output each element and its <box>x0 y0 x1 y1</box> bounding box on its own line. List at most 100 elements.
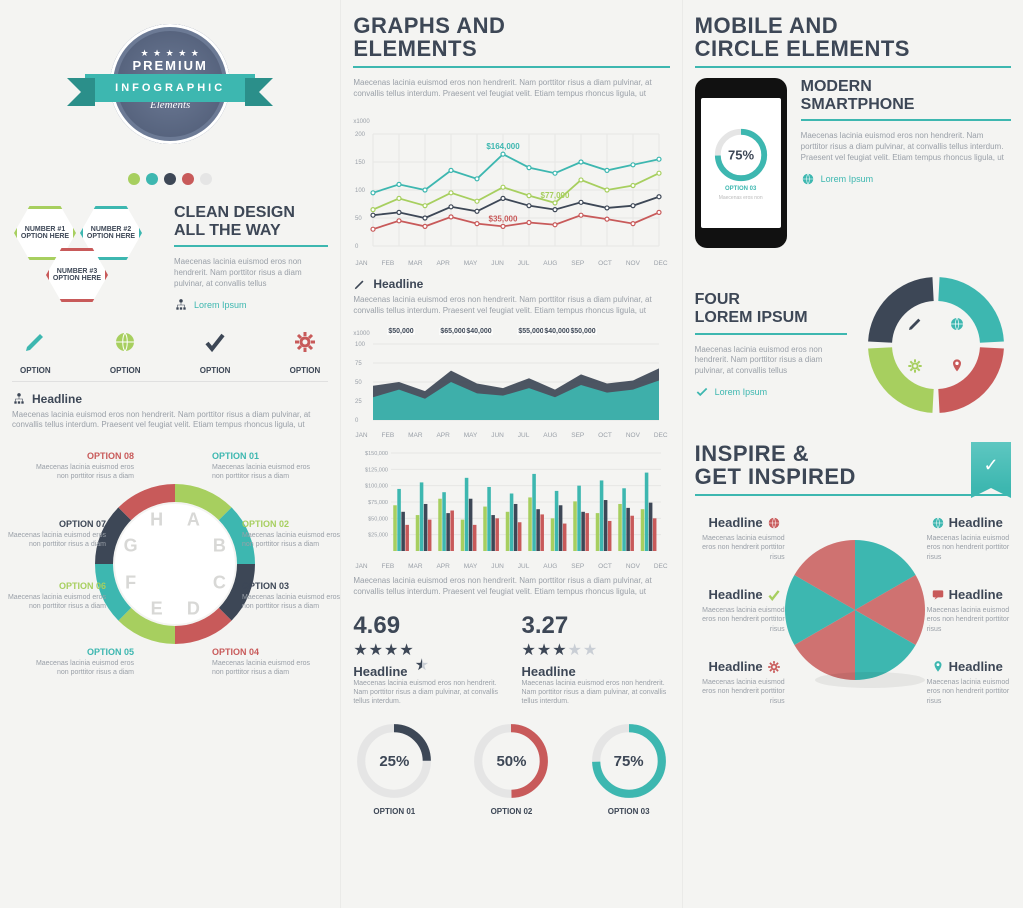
pencil-icon <box>23 330 47 354</box>
check-icon <box>695 385 709 399</box>
svg-text:0: 0 <box>355 418 359 424</box>
headline-body: Maecenas lacinia euismod eros non hendre… <box>12 410 328 432</box>
four-link[interactable]: Lorem Ipsum <box>715 387 768 397</box>
rating-1: 4.69 ★★★★★★ Headline Maecenas lacinia eu… <box>353 612 501 706</box>
chat-icon <box>931 588 945 602</box>
chart-annotation: $40,000 <box>465 328 492 335</box>
check-icon <box>767 588 781 602</box>
umbrella-block: HeadlineMaecenas lacinia euismod eros no… <box>695 506 1011 716</box>
badge-ribbon: INFOGRAPHIC <box>85 74 255 102</box>
svg-text:$164,000: $164,000 <box>487 142 521 151</box>
svg-text:200: 200 <box>355 132 366 138</box>
line-chart: x1000 050100150200$164,000$77,000$35,000… <box>353 110 669 267</box>
svg-text:150: 150 <box>355 160 366 166</box>
svg-text:100: 100 <box>355 188 366 194</box>
gauge-row: 25%OPTION 01 50%OPTION 02 75%OPTION 03 <box>353 720 669 816</box>
palette-dot <box>182 173 194 185</box>
wheel-option: OPTION 05Maecenas lacinia euismod eros n… <box>24 647 134 677</box>
badge-top-text: PREMIUM <box>132 58 207 73</box>
smartphone-title: MODERN SMARTPHONE <box>801 78 1011 113</box>
graphs-title: GRAPHS AND ELEMENTS <box>353 14 669 60</box>
column-left: ★ ★ ★ ★ ★ PREMIUM Elements INFOGRAPHIC N… <box>0 0 340 908</box>
inspire-item: HeadlineMaecenas lacinia euismod eros no… <box>927 514 1017 561</box>
svg-text:$77,000: $77,000 <box>541 191 570 200</box>
stars-1: ★★★★★★ <box>353 640 501 660</box>
inspire-item: HeadlineMaecenas lacinia euismod eros no… <box>695 658 785 705</box>
palette-dot <box>200 173 212 185</box>
icon-option[interactable]: OPTION <box>290 330 321 375</box>
icon-option-row: OPTION OPTION OPTION OPTION <box>12 330 328 382</box>
svg-text:0: 0 <box>355 244 359 250</box>
palette-dots <box>12 172 328 190</box>
inspire-item: HeadlineMaecenas lacinia euismod eros no… <box>695 586 785 633</box>
smartphone-link[interactable]: Lorem Ipsum <box>821 174 874 184</box>
svg-text:$75,000: $75,000 <box>368 500 388 506</box>
palette-dot <box>146 173 158 185</box>
inspire-item: HeadlineMaecenas lacinia euismod eros no… <box>695 514 785 561</box>
palette-dot <box>128 173 140 185</box>
svg-text:$35,000: $35,000 <box>489 214 518 223</box>
headline-label: Headline <box>32 392 82 406</box>
stars-2: ★★★★★ <box>522 640 670 660</box>
check-icon <box>203 330 227 354</box>
icon-option[interactable]: OPTION <box>200 330 231 375</box>
clean-design-link[interactable]: Lorem Ipsum <box>194 300 247 310</box>
four-title: FOUR LOREM IPSUM <box>695 291 847 326</box>
check-flag: ✓ <box>971 442 1011 488</box>
umbrella-chart <box>775 530 935 690</box>
pencil-icon <box>353 277 367 291</box>
pin-icon <box>931 660 945 674</box>
chart-annotation: $55,000 <box>517 328 544 335</box>
column-middle: GRAPHS AND ELEMENTS Maecenas lacinia eui… <box>340 0 681 908</box>
wheel-option: OPTION 07Maecenas lacinia euismod eros n… <box>0 519 106 549</box>
wheel-option: OPTION 08Maecenas lacinia euismod eros n… <box>24 451 134 481</box>
svg-text:$100,000: $100,000 <box>365 484 388 490</box>
globe-icon <box>801 172 815 186</box>
svg-text:75%: 75% <box>728 147 755 162</box>
palette-dot <box>164 173 176 185</box>
svg-text:$125,000: $125,000 <box>365 468 388 474</box>
icon-option[interactable]: OPTION <box>110 330 141 375</box>
gauge: 75%OPTION 03 <box>588 720 670 816</box>
bar-chart: $25,000$50,000$75,000$100,000$125,000$15… <box>353 451 669 570</box>
svg-text:50: 50 <box>355 216 362 222</box>
wheel-option: OPTION 04Maecenas lacinia euismod eros n… <box>212 647 322 677</box>
chart-annotation: $65,000 <box>439 328 466 335</box>
area-headline: Headline <box>373 277 423 291</box>
hexagon-group: NUMBER #1 OPTION HERE NUMBER #2 OPTION H… <box>12 204 162 304</box>
org-icon <box>174 298 188 312</box>
chart-annotation: $50,000 <box>569 328 596 335</box>
svg-text:100: 100 <box>355 342 366 348</box>
premium-badge: ★ ★ ★ ★ ★ PREMIUM Elements INFOGRAPHIC <box>95 14 245 164</box>
gauge: 50%OPTION 02 <box>470 720 552 816</box>
gear-icon <box>293 330 317 354</box>
globe-icon <box>931 516 945 530</box>
svg-text:75: 75 <box>355 361 362 367</box>
inspire-item: HeadlineMaecenas lacinia euismod eros no… <box>927 658 1017 705</box>
gauge: 25%OPTION 01 <box>353 720 435 816</box>
four-segment-ring <box>861 270 1011 420</box>
icon-option[interactable]: OPTION <box>20 330 51 375</box>
smartphone-mockup: 75% OPTION 03 Maecenas eros non <box>695 78 787 248</box>
wheel-option: OPTION 01Maecenas lacinia euismod eros n… <box>212 451 322 481</box>
mobile-title: MOBILE AND CIRCLE ELEMENTS <box>695 14 1011 60</box>
infographic-page: ★ ★ ★ ★ ★ PREMIUM Elements INFOGRAPHIC N… <box>0 0 1023 908</box>
bar-chart-body: Maecenas lacinia euismod eros non hendre… <box>353 576 669 598</box>
wheel-option: OPTION 03Maecenas lacinia euismod eros n… <box>242 581 352 611</box>
svg-text:$150,000: $150,000 <box>365 451 388 457</box>
inspire-title: INSPIRE & GET INSPIRED <box>695 442 961 488</box>
inspire-item: HeadlineMaecenas lacinia euismod eros no… <box>927 586 1017 633</box>
svg-text:50: 50 <box>355 380 362 386</box>
option-wheel: ABCDEFGH OPTION 01Maecenas lacinia euism… <box>12 431 328 711</box>
globe-icon <box>113 330 137 354</box>
clean-design-title: CLEAN DESIGN ALL THE WAY <box>174 204 328 239</box>
wheel-option: OPTION 06Maecenas lacinia euismod eros n… <box>0 581 106 611</box>
globe-icon <box>767 516 781 530</box>
phone-gauge: 75% <box>712 126 770 184</box>
area-chart: x1000 0255075100 JANFEBMARAPRMAYJUNJULAU… <box>353 322 669 439</box>
wheel-option: OPTION 02Maecenas lacinia euismod eros n… <box>242 519 352 549</box>
org-icon <box>12 392 26 406</box>
rating-2: 3.27 ★★★★★ Headline Maecenas lacinia eui… <box>522 612 670 706</box>
column-right: MOBILE AND CIRCLE ELEMENTS 75% OPTION 03… <box>682 0 1023 908</box>
clean-design-body: Maecenas lacinia euismod eros non hendre… <box>174 257 328 289</box>
